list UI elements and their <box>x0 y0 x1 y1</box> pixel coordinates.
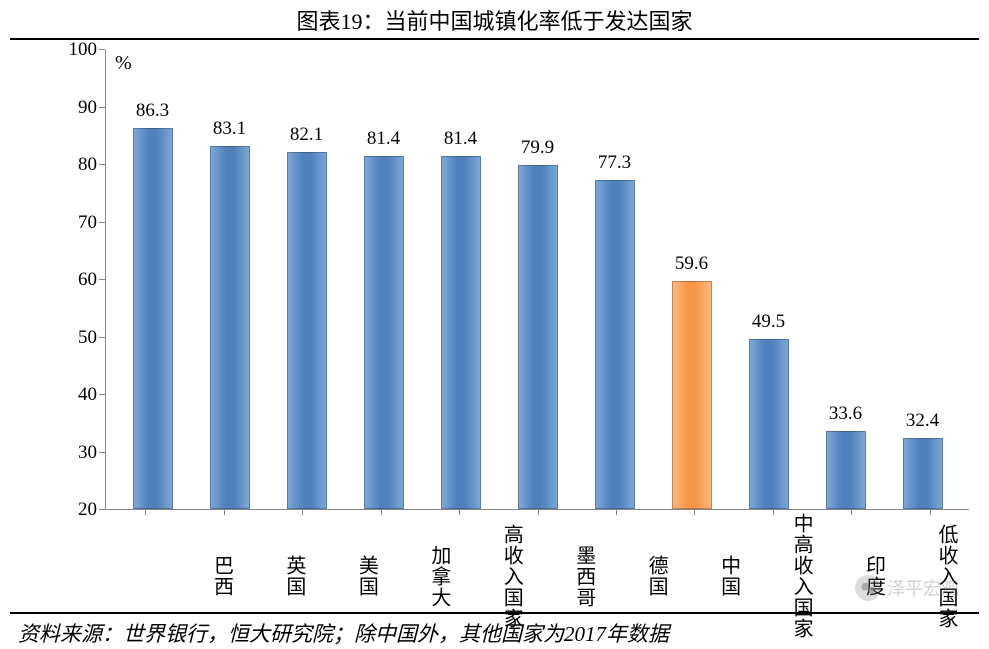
bar-slot: 77.3 <box>576 50 653 509</box>
x-tick-mark <box>302 509 303 515</box>
bar <box>826 431 866 509</box>
y-tick-label: 60 <box>55 269 97 291</box>
x-tick-mark <box>930 509 931 515</box>
bar-slot: 49.5 <box>730 50 807 509</box>
bars-container: 86.3 83.1 82.1 81.4 81.4 79.9 77.3 59.6 49.5 33.6… <box>106 50 969 509</box>
chart-area: % 2030405060708090100 86.383.182.181.481… <box>55 50 969 510</box>
x-axis-label: 中高收入国家 <box>744 513 816 639</box>
bar-value-label: 82.1 <box>290 124 323 146</box>
y-tick-label: 40 <box>55 384 97 406</box>
bar-value-label: 86.3 <box>136 100 169 122</box>
x-tick-mark <box>616 509 617 515</box>
y-axis: 2030405060708090100 <box>55 50 105 510</box>
plot-region: 86.3 83.1 82.1 81.4 81.4 79.9 77.3 59.6 49.5 33.6… <box>105 50 969 510</box>
bar <box>441 156 481 509</box>
bar <box>364 156 404 509</box>
bar-slot: 86.3 <box>114 50 191 509</box>
bar <box>287 152 327 509</box>
bar <box>749 339 789 509</box>
bar-slot: 33.6 <box>807 50 884 509</box>
wechat-icon <box>855 575 881 601</box>
bar-highlight <box>672 281 712 509</box>
watermark: 泽平宏观 <box>855 575 959 601</box>
x-axis-label: 中国 <box>671 513 743 639</box>
bar-value-label: 49.5 <box>752 311 785 333</box>
bar-value-label: 83.1 <box>213 118 246 140</box>
x-tick-mark <box>538 509 539 515</box>
bar <box>133 128 173 509</box>
bar-value-label: 81.4 <box>444 128 477 150</box>
bar-value-label: 33.6 <box>829 403 862 425</box>
bar <box>518 165 558 509</box>
y-tick-label: 100 <box>55 39 97 61</box>
y-tick-label: 80 <box>55 154 97 176</box>
bar-value-label: 81.4 <box>367 128 400 150</box>
bar-slot: 81.4 <box>345 50 422 509</box>
footer-divider <box>10 612 979 614</box>
chart-title: 图表19：当前中国城镇化率低于发达国家 <box>10 0 979 40</box>
bar-slot: 79.9 <box>499 50 576 509</box>
x-tick-mark <box>224 509 225 515</box>
x-tick-mark <box>145 509 146 515</box>
y-tick-label: 20 <box>55 499 97 521</box>
source-text: 资料来源：世界银行，恒大研究院；除中国外，其他国家为2017年数据 <box>18 618 669 648</box>
bar-slot: 59.6 <box>653 50 730 509</box>
bar-value-label: 59.6 <box>675 253 708 275</box>
y-tick-label: 30 <box>55 442 97 464</box>
bar-slot: 32.4 <box>884 50 961 509</box>
watermark-text: 泽平宏观 <box>887 575 959 601</box>
y-tick-label: 50 <box>55 327 97 349</box>
bar-slot: 82.1 <box>268 50 345 509</box>
bar-slot: 81.4 <box>422 50 499 509</box>
bar <box>595 180 635 509</box>
x-tick-mark <box>851 509 852 515</box>
x-tick-mark <box>459 509 460 515</box>
bar-value-label: 79.9 <box>521 137 554 159</box>
bar <box>903 438 943 509</box>
bar-value-label: 32.4 <box>906 410 939 432</box>
y-tick-label: 70 <box>55 212 97 234</box>
x-tick-mark <box>773 509 774 515</box>
bar-slot: 83.1 <box>191 50 268 509</box>
bar-value-label: 77.3 <box>598 152 631 174</box>
x-tick-mark <box>381 509 382 515</box>
bar <box>210 146 250 509</box>
y-tick-label: 90 <box>55 97 97 119</box>
x-tick-mark <box>694 509 695 515</box>
